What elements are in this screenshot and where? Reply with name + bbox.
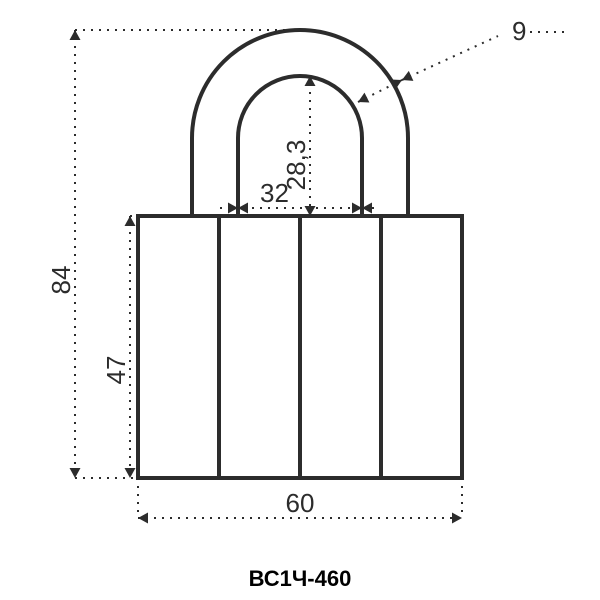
dim-overall-height: 84	[46, 266, 76, 295]
dim-body-width: 60	[286, 488, 315, 518]
dim-body-height: 47	[101, 356, 131, 385]
dim-shackle-thickness: 9	[512, 16, 526, 46]
padlock-diagram: 8447603228,39ВС1Ч-460	[0, 0, 600, 600]
dim-shackle-inner-h: 28,3	[281, 140, 311, 191]
model-label: ВС1Ч-460	[249, 566, 352, 591]
